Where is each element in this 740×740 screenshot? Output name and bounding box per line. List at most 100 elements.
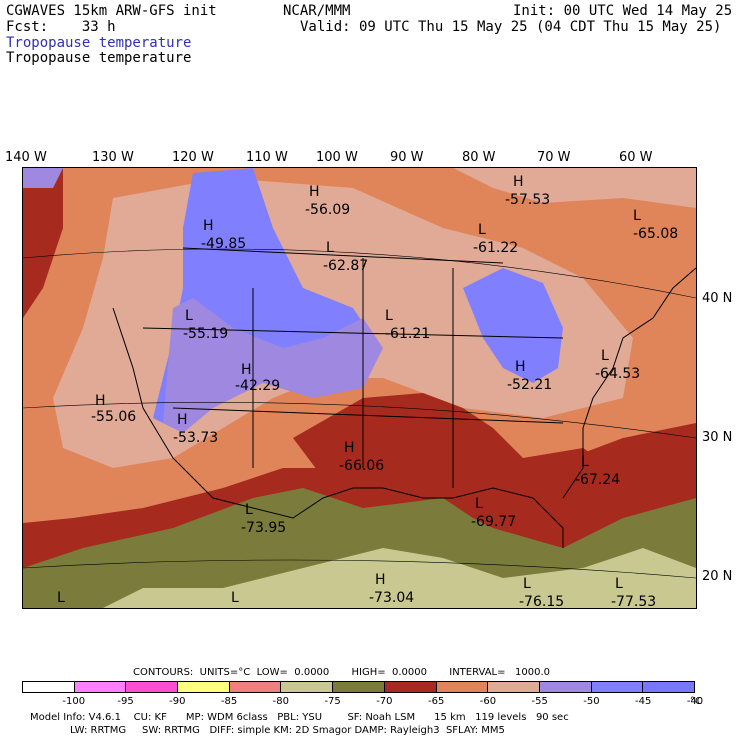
- map-label-letter: L: [601, 348, 609, 364]
- legend-tick-label: -65: [427, 696, 445, 707]
- map-label-letter: H: [375, 572, 386, 588]
- legend-swatch: [384, 682, 437, 692]
- lon-label: 120 W: [172, 150, 214, 165]
- legend-tick-label: -75: [324, 696, 341, 707]
- field-region-lavender: [163, 298, 383, 433]
- legend-tick-label: -90: [169, 696, 186, 707]
- map-label-letter: H: [177, 412, 188, 428]
- map-label-value: -55.19: [183, 326, 228, 342]
- legend-swatch: [23, 682, 75, 692]
- map-label-letter: L: [185, 308, 193, 324]
- legend-tick-label: -50: [583, 696, 600, 707]
- lon-label: 60 W: [619, 150, 653, 165]
- map-label-value: -62.87: [323, 258, 368, 274]
- map-label-value: -56.09: [305, 202, 350, 218]
- model-title: CGWAVES 15km ARW-GFS init: [6, 3, 217, 19]
- map-label-value: -67.24: [575, 472, 620, 488]
- legend-tick-label: -40: [686, 696, 704, 707]
- map-label-letter: L: [523, 576, 531, 592]
- field-title-contour: Tropopause temperature: [6, 50, 192, 66]
- model-info-line1: Model Info: V4.6.1 CU: KF MP: WDM 6class…: [30, 712, 569, 723]
- lon-label: 90 W: [390, 150, 424, 165]
- map-label-letter: L: [326, 240, 334, 256]
- map-label-value: -61.21: [385, 326, 430, 342]
- color-legend: [22, 681, 695, 693]
- model-info-line2: LW: RRTMG SW: RRTMG DIFF: simple KM: 2D …: [70, 725, 505, 736]
- init-time: Init: 00 UTC Wed 14 May 25: [513, 3, 733, 19]
- map-label-letter: L: [581, 454, 589, 470]
- map-label-letter: H: [203, 218, 214, 234]
- legend-swatch: [539, 682, 592, 692]
- lon-label: 140 W: [5, 150, 47, 165]
- lon-label: 130 W: [92, 150, 134, 165]
- map-label-value: -73.04: [369, 590, 414, 606]
- map-label-letter: H: [513, 174, 524, 190]
- legend-swatch: [591, 682, 644, 692]
- map-label-value: -52.21: [507, 377, 552, 393]
- coastlines: [112, 247, 696, 548]
- map-label-letter: L: [385, 308, 393, 324]
- map-label-value: -42.29: [235, 378, 280, 394]
- map-label-value: -69.77: [471, 514, 516, 530]
- map-label-letter: L: [478, 222, 486, 238]
- forecast-hour: Fcst: 33 h: [6, 19, 116, 35]
- field-region-blue-east: [463, 268, 563, 383]
- map-label-value: -61.22: [473, 240, 518, 256]
- map-label-letter: H: [241, 362, 252, 378]
- legend-swatch: [178, 682, 230, 692]
- legend-swatch: [229, 682, 282, 692]
- map-label-value: -53.73: [173, 430, 218, 446]
- pressure-labels: H -49.85 H -56.09 H -57.53 L -61.22 L -6…: [57, 174, 678, 608]
- lon-label: 80 W: [462, 150, 496, 165]
- map-label-value: -66.06: [339, 458, 384, 474]
- lon-label: 70 W: [537, 150, 571, 165]
- map-label-value: -49.85: [201, 236, 246, 252]
- map-label-letter: L: [245, 502, 253, 518]
- legend-swatch: [281, 682, 334, 692]
- legend-swatch: [488, 682, 540, 692]
- legend-tick-label: -60: [479, 696, 497, 707]
- legend-swatch: [74, 682, 127, 692]
- lat-label: 30 N: [702, 430, 733, 445]
- map-label-letter: H: [344, 440, 355, 456]
- map-label-value: -65.08: [633, 226, 678, 242]
- legend-tick-label: -45: [635, 696, 652, 707]
- map-label-value: -57.53: [505, 192, 550, 208]
- legend-tick-label: -80: [272, 696, 290, 707]
- map-label-value: -55.06: [91, 409, 136, 425]
- legend-tick-label: -55: [531, 696, 548, 707]
- map-label-value: -77.53: [611, 594, 656, 608]
- field-title-shaded: Tropopause temperature: [6, 35, 192, 51]
- graticule: [23, 248, 696, 579]
- lat-label: 20 N: [702, 569, 733, 584]
- legend-swatch: [126, 682, 179, 692]
- map-canvas: H -49.85 H -56.09 H -57.53 L -61.22 L -6…: [23, 168, 696, 608]
- lon-label: 100 W: [316, 150, 358, 165]
- map-label-letter: H: [309, 184, 320, 200]
- legend-swatch: [333, 682, 385, 692]
- legend-tick-label: -95: [117, 696, 134, 707]
- legend-tick-label: -70: [376, 696, 393, 707]
- map-label-letter: H: [95, 393, 106, 409]
- map-label-value: -76.15: [519, 594, 564, 608]
- lon-label: 110 W: [246, 150, 288, 165]
- map-label-letter: L: [475, 496, 483, 512]
- contours-info: CONTOURS: UNITS=°C LOW= 0.0000 HIGH= 0.0…: [133, 667, 551, 678]
- legend-swatch: [436, 682, 489, 692]
- legend-tick-label: -100: [62, 696, 86, 707]
- valid-time: Valid: 09 UTC Thu 15 May 25 (04 CDT Thu …: [300, 19, 722, 35]
- map-label-letter: L: [231, 590, 239, 606]
- map-label-value: -73.95: [241, 520, 286, 536]
- map-label-letter: H: [515, 359, 526, 375]
- legend-tick-label: -85: [220, 696, 238, 707]
- legend-swatch: [643, 682, 694, 692]
- map-label-letter: L: [615, 576, 623, 592]
- lat-label: 40 N: [702, 291, 733, 306]
- map-label-value: -64.53: [595, 366, 640, 382]
- field-region-khaki: [103, 548, 696, 608]
- field-region-blue-nw: [23, 168, 63, 188]
- map-label-letter: L: [57, 590, 65, 606]
- field-region-salmon-ne: [453, 168, 696, 208]
- tropopause-temperature-map: H -49.85 H -56.09 H -57.53 L -61.22 L -6…: [22, 167, 697, 609]
- legend-unit: °C: [690, 696, 702, 707]
